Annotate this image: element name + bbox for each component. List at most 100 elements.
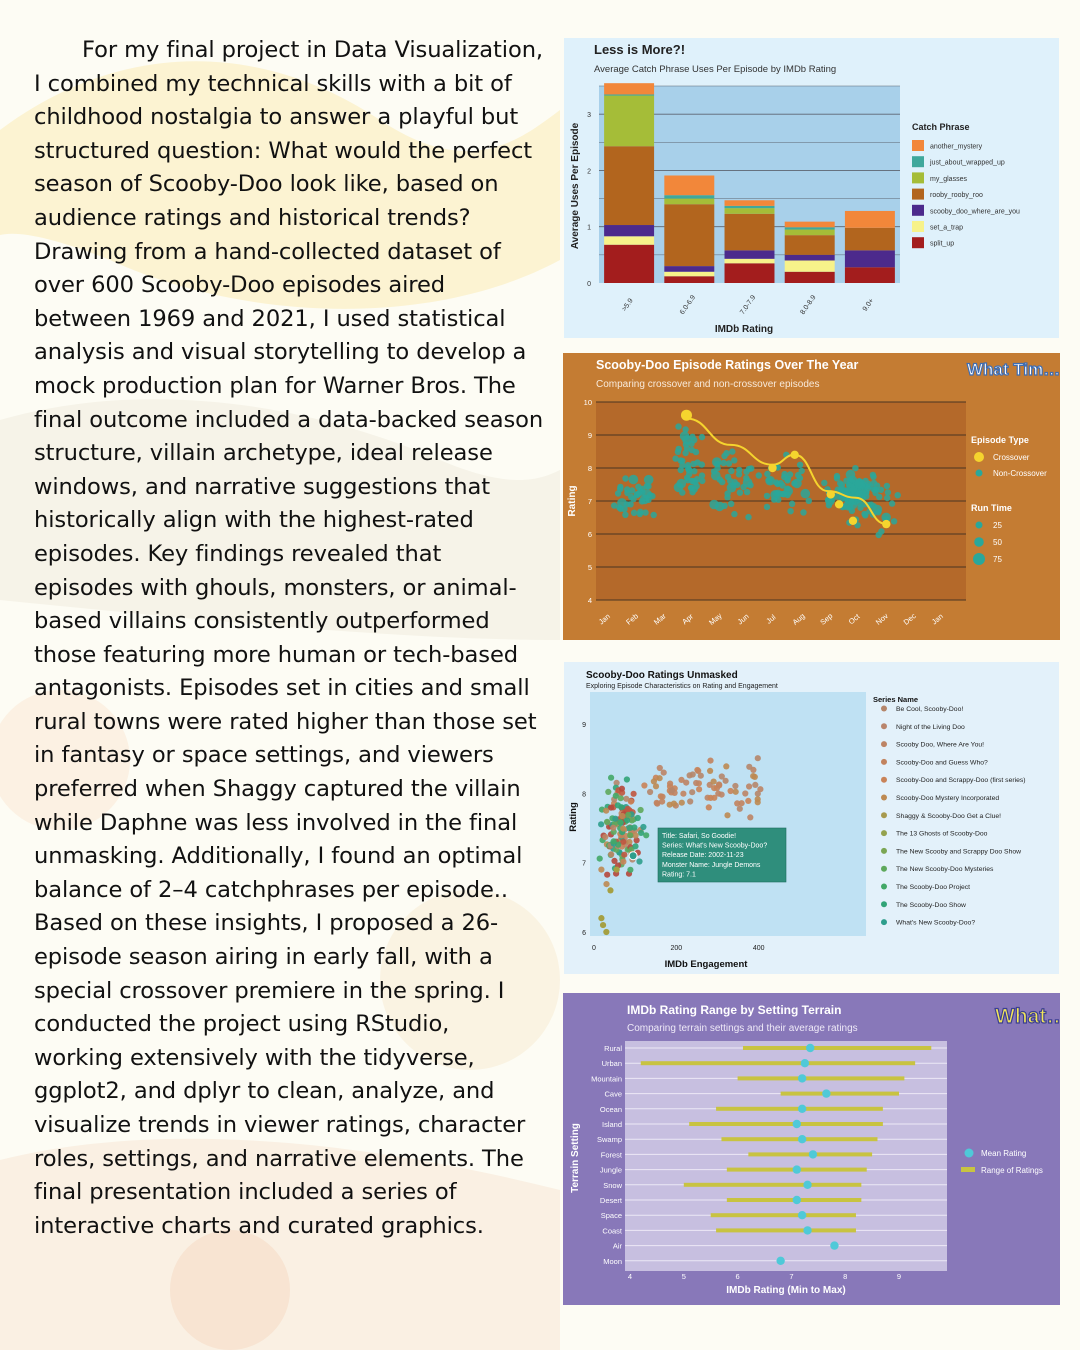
episode-point	[653, 799, 660, 806]
non-crossover-point	[876, 493, 883, 501]
chart-subtitle: Comparing crossover and non-crossover ep…	[596, 379, 819, 390]
terrain-label: Mountain	[591, 1074, 622, 1083]
bar-segment-set-a-trap	[664, 271, 715, 277]
non-crossover-point	[779, 482, 786, 489]
mean-rating-point	[776, 1256, 785, 1265]
mean-rating-point	[803, 1180, 812, 1189]
legend-label: Scooby-Doo and Guess Who?	[896, 759, 988, 766]
episode-point	[696, 786, 703, 793]
tooltip-line: Monster Name: Jungle Demons	[662, 862, 761, 869]
non-crossover-point	[698, 433, 706, 441]
non-crossover-point	[725, 460, 733, 467]
episode-point	[624, 805, 631, 812]
crossover-point	[680, 409, 692, 421]
bar-segment-scooby-doo-where-are-you	[844, 250, 895, 268]
non-crossover-point	[888, 500, 896, 507]
x-tick-label: 7	[789, 1272, 793, 1281]
legend-label: Shaggy & Scooby-Doo Get a Clue!	[896, 813, 1001, 820]
non-crossover-point	[861, 510, 868, 518]
y-axis-label: Rating	[568, 802, 579, 832]
x-tick-label: Nov	[874, 611, 890, 627]
terrain-label: Rural	[604, 1044, 622, 1053]
non-crossover-point	[743, 488, 751, 496]
chart-title: Scooby-Doo Ratings Unmasked	[586, 670, 738, 681]
y-tick-label: 7	[588, 497, 592, 506]
episode-point	[689, 789, 696, 796]
bar-segment-scooby-doo-where-are-you	[604, 225, 655, 237]
non-crossover-point	[894, 492, 901, 499]
non-crossover-point	[611, 502, 618, 509]
non-crossover-point	[745, 513, 752, 521]
terrain-label: Urban	[602, 1059, 622, 1068]
episode-point	[754, 796, 761, 803]
episode-point	[598, 915, 605, 922]
chart-title: IMDb Rating Range by Setting Terrain	[627, 1003, 841, 1017]
y-axis-label: Average Uses Per Episode	[570, 122, 581, 249]
episode-point	[632, 843, 639, 850]
tooltip-line: Release Date: 2002-11-23	[662, 852, 744, 859]
x-tick-label: 7.0-7.9	[739, 294, 757, 316]
episode-point	[683, 779, 690, 786]
mean-rating-point	[803, 1226, 812, 1235]
legend-marker	[881, 847, 887, 854]
episode-point	[754, 755, 761, 762]
legend-label: scooby_doo_where_are_you	[930, 208, 1020, 215]
non-crossover-point	[628, 487, 636, 494]
non-crossover-point	[863, 493, 870, 500]
non-crossover-point	[784, 485, 791, 492]
terrain-label: Cave	[604, 1090, 622, 1099]
non-crossover-point	[877, 486, 885, 493]
non-crossover-point	[852, 465, 859, 472]
non-crossover-point	[675, 423, 682, 430]
bar-segment-my-glasses	[784, 229, 835, 236]
bar-segment-split-up	[604, 244, 655, 283]
legend-marker	[881, 812, 887, 819]
mean-rating-point	[797, 1135, 807, 1144]
x-tick-label: 6.0-6.9	[679, 294, 697, 316]
non-crossover-point	[765, 475, 775, 486]
non-crossover-point	[854, 479, 862, 487]
terrain-label: Ocean	[600, 1105, 622, 1114]
non-crossover-point	[682, 426, 689, 433]
non-crossover-point	[856, 500, 863, 508]
crossover-point	[848, 516, 858, 525]
episode-point	[626, 824, 634, 831]
episode-point	[687, 798, 694, 805]
episode-point	[705, 804, 712, 811]
episode-point	[623, 795, 630, 802]
episode-point	[625, 811, 632, 818]
legend-episode-type-title: Episode Type	[971, 435, 1029, 445]
episode-point	[689, 771, 696, 778]
non-crossover-point	[821, 479, 828, 487]
mean-rating-point	[800, 1059, 810, 1068]
x-tick-label: Oct	[847, 611, 862, 626]
non-crossover-point	[798, 467, 805, 475]
x-tick-label: 4	[628, 1272, 632, 1281]
non-crossover-point	[724, 473, 732, 481]
episode-point	[693, 779, 700, 787]
x-tick-label: Jul	[764, 612, 777, 625]
ratings-unmasked-panel: Scooby-Doo Ratings Unmasked Exploring Ep…	[564, 662, 1059, 974]
non-crossover-point	[687, 484, 695, 492]
non-crossover-point	[870, 479, 878, 487]
episode-point	[602, 833, 609, 841]
non-crossover-point	[838, 481, 845, 489]
episode-point	[734, 800, 741, 807]
episode-point	[619, 812, 626, 820]
rating-range-bar	[737, 1076, 905, 1081]
episode-point	[608, 774, 615, 781]
non-crossover-point	[825, 502, 833, 509]
non-crossover-point	[683, 445, 691, 452]
episode-point	[620, 825, 627, 832]
episode-point	[630, 790, 637, 797]
terrain-label: Swamp	[597, 1135, 622, 1144]
legend-mean-marker	[964, 1148, 974, 1158]
mean-rating-point	[797, 1074, 807, 1083]
non-crossover-point	[693, 483, 700, 490]
non-crossover-point	[635, 490, 643, 497]
crossover-point	[834, 500, 844, 509]
terrain-label: Jungle	[600, 1166, 622, 1175]
non-crossover-point	[728, 467, 735, 475]
episode-point	[620, 858, 627, 865]
legend-marker	[881, 901, 887, 908]
